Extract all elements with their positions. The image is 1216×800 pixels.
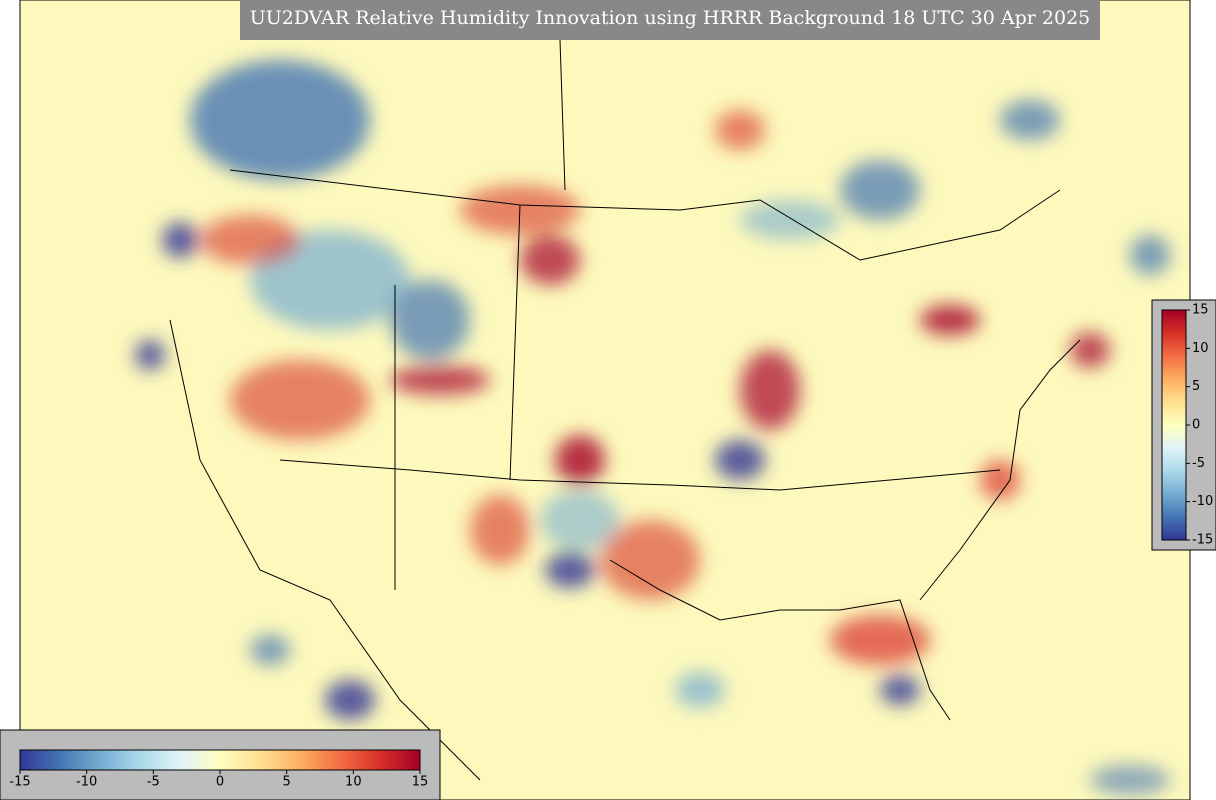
tick-label: -15 — [1192, 533, 1213, 548]
tick-label: 10 — [345, 775, 362, 790]
colorbar — [1161, 309, 1187, 541]
tick-label: 15 — [412, 775, 429, 790]
tick-label: 0 — [216, 775, 224, 790]
tick-label: 10 — [1192, 341, 1209, 356]
tick-label: 0 — [1192, 418, 1200, 433]
tick-label: -15 — [9, 775, 30, 790]
tick-label: -10 — [76, 775, 97, 790]
tick-label: -5 — [147, 775, 160, 790]
tick-label: 5 — [1192, 379, 1200, 394]
colorbar-ticks: -15 -10 -5 0 5 10 15 15 10 5 0 -5 -10 -15 — [9, 303, 1213, 790]
innovation-field — [135, 60, 1170, 795]
tick-label: -10 — [1192, 494, 1213, 509]
tick-label: 5 — [283, 775, 291, 790]
boundaries — [169, 39, 1081, 781]
tick-label: 15 — [1192, 303, 1209, 318]
map-title: UU2DVAR Relative Humidity Innovation usi… — [250, 7, 1091, 29]
colorbar — [19, 749, 421, 771]
title-box — [240, 0, 1100, 40]
tick-label: -5 — [1192, 456, 1205, 471]
